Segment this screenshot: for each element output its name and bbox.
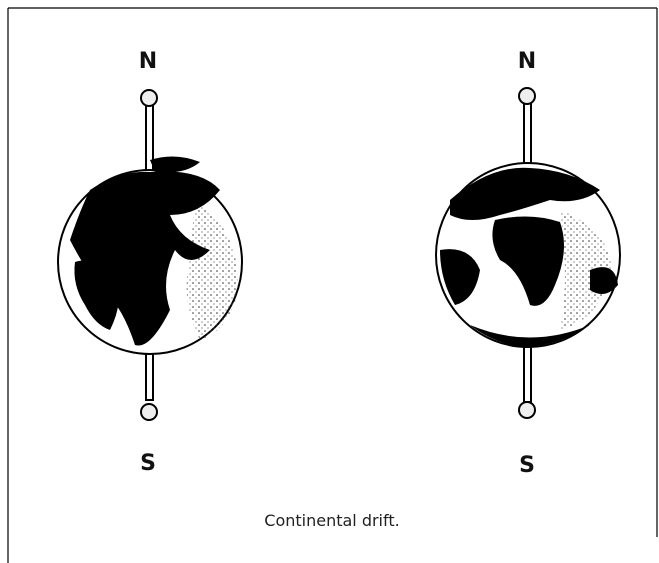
globe-modern <box>435 87 621 419</box>
frame <box>7 7 658 563</box>
north-label: N <box>518 49 536 74</box>
south-label: S <box>519 453 535 478</box>
north-label: N <box>139 49 157 74</box>
caption: Continental drift. <box>264 511 399 530</box>
globe-pangaea <box>57 89 243 421</box>
south-label: S <box>140 451 156 476</box>
